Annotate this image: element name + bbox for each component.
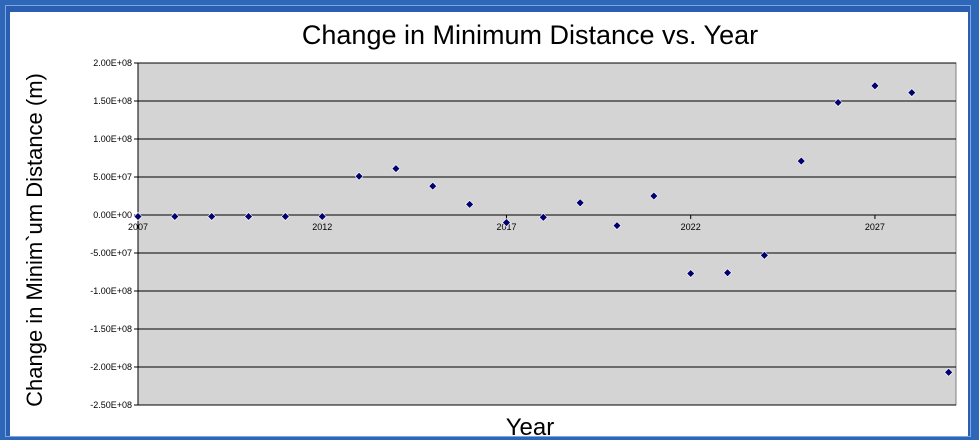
- data-point: [759, 250, 769, 260]
- x-tick-label: 2007: [128, 222, 148, 232]
- plot-area: [137, 62, 957, 406]
- y-tick-label: 1.00E+08: [93, 134, 132, 144]
- data-point: [317, 212, 327, 221]
- y-tick-label: 0.00E+00: [93, 210, 132, 220]
- y-tick-label: -1.50E+08: [90, 324, 132, 334]
- y-tick-label: 1.50E+08: [93, 96, 132, 106]
- y-tick-label: -5.00E+07: [90, 248, 132, 258]
- y-tick-label: -1.00E+08: [90, 286, 132, 296]
- x-tick-label: 2027: [865, 222, 885, 232]
- data-point: [133, 212, 143, 221]
- data-point: [944, 367, 954, 377]
- data-point: [649, 191, 659, 201]
- y-axis-label: Change in Minim`um Distance (m): [22, 73, 47, 407]
- data-point: [280, 212, 290, 221]
- data-point: [354, 171, 364, 181]
- data-point: [244, 212, 253, 221]
- chart-title: Change in Minimum Distance vs. Year: [302, 20, 758, 50]
- data-point: [391, 164, 401, 174]
- data-point: [502, 218, 511, 228]
- data-point: [207, 212, 217, 221]
- data-point: [907, 88, 917, 98]
- x-tick-label: 2022: [681, 222, 701, 232]
- data-point: [428, 181, 438, 191]
- y-tick-label: 2.00E+08: [93, 58, 132, 68]
- data-point: [796, 156, 806, 166]
- data-point: [870, 81, 880, 91]
- y-tick-label: -2.00E+08: [90, 362, 132, 372]
- data-point: [686, 269, 696, 278]
- x-tick-label: 2012: [312, 222, 332, 232]
- x-axis-label: Year: [506, 414, 555, 440]
- data-point: [465, 199, 475, 209]
- data-point: [612, 221, 622, 231]
- data-point: [538, 212, 548, 222]
- y-tick-label: -2.50E+08: [90, 400, 132, 410]
- data-point: [833, 98, 843, 107]
- data-point: [723, 268, 732, 278]
- y-tick-label: 5.00E+07: [93, 172, 132, 182]
- data-point: [170, 212, 180, 221]
- data-point: [575, 198, 585, 208]
